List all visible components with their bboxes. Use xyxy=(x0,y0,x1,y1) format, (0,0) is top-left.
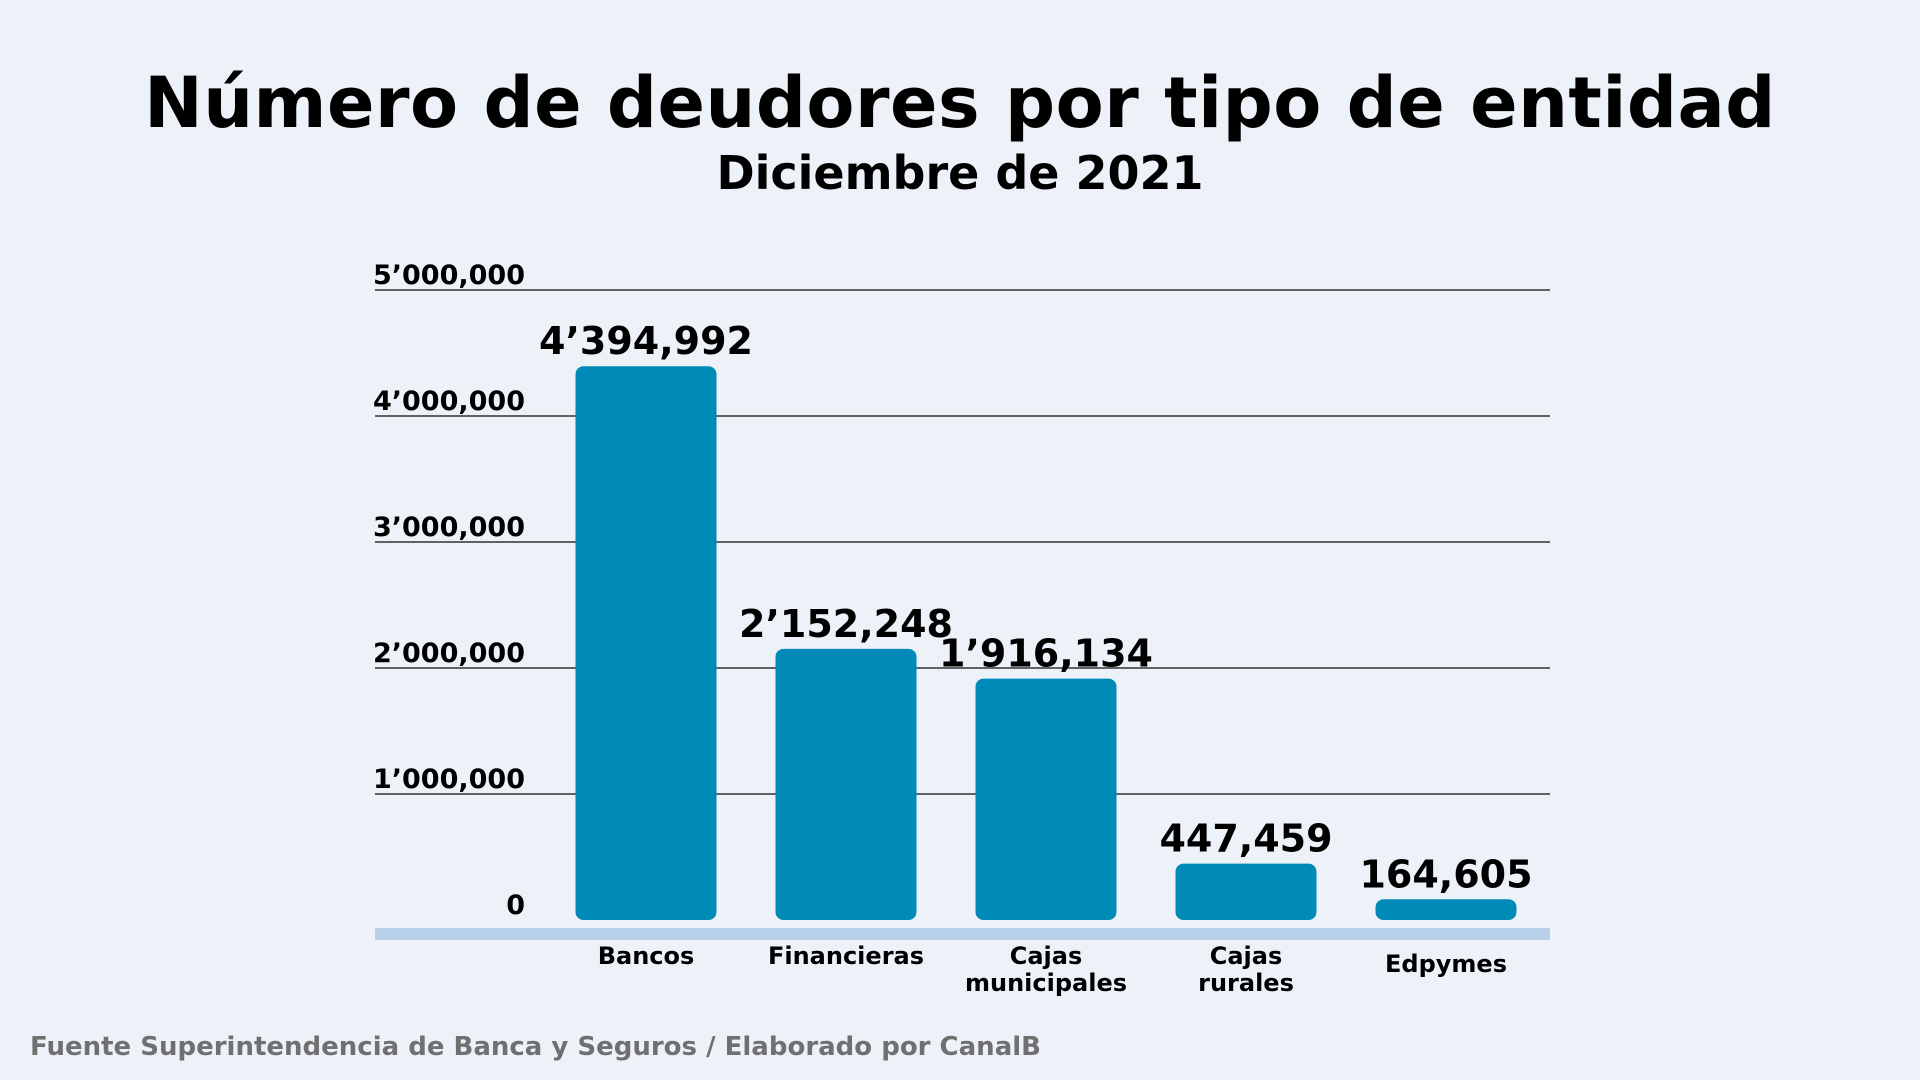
data-label: 2’152,248 xyxy=(739,602,953,646)
y-tick-label: 4’000,000 xyxy=(373,386,525,417)
x-tick-label: rurales xyxy=(1198,969,1294,997)
data-label: 447,459 xyxy=(1159,817,1332,861)
x-tick-label: Cajas xyxy=(1010,942,1083,970)
data-label: 164,605 xyxy=(1359,852,1532,896)
y-tick-label: 2’000,000 xyxy=(373,638,525,669)
chart-subtitle: Diciembre de 2021 xyxy=(716,146,1204,200)
x-axis-baseline xyxy=(375,928,1550,940)
bar xyxy=(775,648,917,920)
x-tick-label: Financieras xyxy=(768,942,924,970)
bar xyxy=(575,366,717,920)
y-tick-label: 3’000,000 xyxy=(373,512,525,543)
x-tick-label: Cajas xyxy=(1210,942,1283,970)
x-tick-label: Edpymes xyxy=(1385,950,1507,978)
data-label: 1’916,134 xyxy=(939,632,1153,676)
x-tick-label: municipales xyxy=(965,969,1127,997)
chart-title: Número de deudores por tipo de entidad xyxy=(144,62,1776,144)
bar xyxy=(1375,899,1517,920)
source-note: Fuente Superintendencia de Banca y Segur… xyxy=(30,1032,1041,1062)
bar xyxy=(975,678,1117,920)
y-tick-label: 1’000,000 xyxy=(373,764,525,795)
y-tick-label: 5’000,000 xyxy=(373,260,525,291)
x-tick-label: Bancos xyxy=(598,942,695,970)
data-label: 4’394,992 xyxy=(539,319,753,363)
bar xyxy=(1175,863,1317,920)
y-tick-label: 0 xyxy=(506,890,525,921)
